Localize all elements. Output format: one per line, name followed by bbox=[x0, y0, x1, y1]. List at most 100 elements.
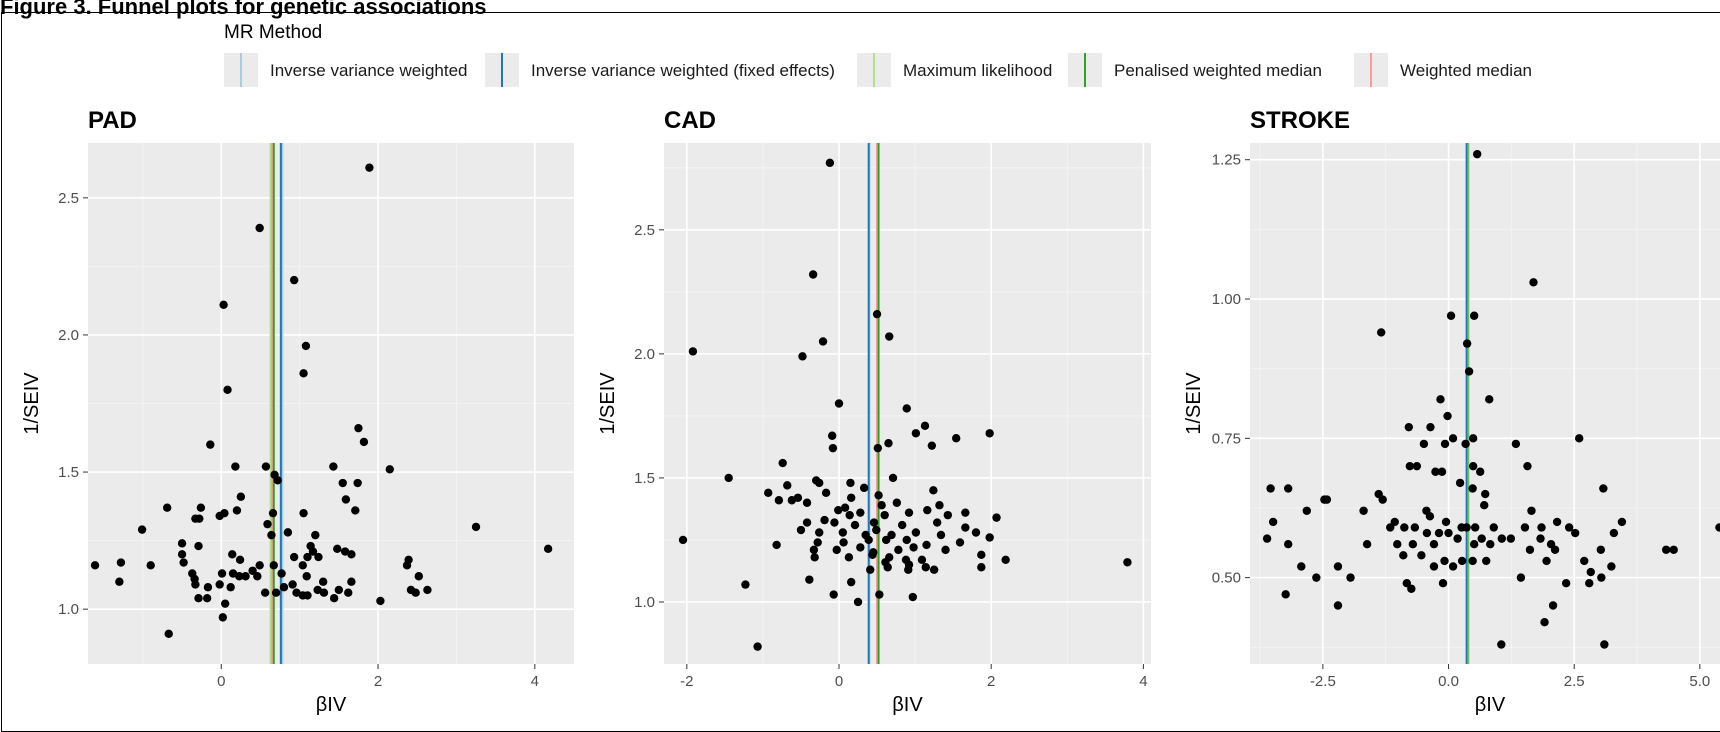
data-point bbox=[1457, 556, 1467, 566]
data-point bbox=[115, 577, 124, 586]
data-point bbox=[1386, 523, 1395, 532]
data-point bbox=[894, 545, 903, 555]
data-point bbox=[299, 508, 308, 518]
data-point bbox=[1529, 278, 1538, 287]
data-point bbox=[219, 300, 228, 309]
data-point bbox=[423, 585, 432, 595]
data-point bbox=[414, 572, 423, 581]
data-point bbox=[1477, 534, 1486, 543]
data-point bbox=[314, 552, 323, 562]
data-point bbox=[1408, 539, 1418, 549]
data-point bbox=[935, 501, 944, 510]
data-point bbox=[955, 538, 965, 547]
data-point bbox=[873, 443, 883, 453]
data-point bbox=[351, 506, 360, 515]
data-point bbox=[191, 580, 200, 589]
data-point bbox=[1481, 489, 1490, 499]
data-point bbox=[1402, 579, 1412, 588]
data-point bbox=[267, 530, 276, 540]
data-point bbox=[179, 558, 188, 567]
data-point bbox=[846, 493, 856, 502]
data-point bbox=[347, 550, 356, 559]
data-point bbox=[1405, 461, 1415, 471]
data-point bbox=[961, 508, 970, 517]
data-point bbox=[306, 541, 315, 551]
data-point bbox=[1262, 534, 1272, 543]
data-point bbox=[1376, 328, 1386, 337]
data-point bbox=[1437, 467, 1447, 476]
y-axis-label: 1/SEIV bbox=[597, 372, 619, 435]
data-point bbox=[1469, 539, 1479, 549]
data-point bbox=[941, 545, 950, 555]
data-point bbox=[846, 478, 855, 488]
data-point bbox=[943, 510, 953, 520]
data-point bbox=[236, 492, 246, 501]
data-point bbox=[253, 572, 262, 581]
data-point bbox=[1480, 500, 1489, 510]
data-point bbox=[1468, 484, 1477, 493]
data-point bbox=[194, 541, 203, 551]
data-point bbox=[827, 431, 837, 440]
data-point bbox=[1362, 539, 1372, 549]
data-point bbox=[277, 569, 286, 578]
data-point bbox=[1429, 562, 1439, 571]
data-point bbox=[932, 518, 942, 527]
data-point bbox=[1440, 439, 1450, 449]
data-point bbox=[1444, 528, 1453, 538]
data-point bbox=[1461, 439, 1470, 449]
data-point bbox=[1404, 422, 1414, 432]
y-axis-label: 1/SEIV bbox=[21, 372, 43, 435]
data-point bbox=[344, 588, 353, 597]
x-tick-label: 2.5 bbox=[1564, 673, 1585, 690]
data-point bbox=[215, 580, 224, 589]
data-point bbox=[340, 547, 350, 556]
data-point bbox=[543, 544, 553, 554]
data-point bbox=[884, 438, 893, 448]
data-point bbox=[1410, 523, 1420, 532]
data-point bbox=[223, 385, 232, 394]
data-point bbox=[1470, 523, 1480, 532]
data-point bbox=[1527, 506, 1536, 515]
data-point bbox=[263, 519, 272, 529]
data-point bbox=[164, 629, 173, 639]
data-point bbox=[866, 565, 875, 574]
data-point bbox=[217, 569, 227, 578]
data-point bbox=[1462, 523, 1471, 532]
data-point bbox=[1283, 484, 1293, 493]
data-point bbox=[268, 508, 278, 518]
data-point bbox=[116, 558, 126, 567]
data-point bbox=[1661, 545, 1671, 554]
data-point bbox=[298, 561, 307, 570]
data-point bbox=[359, 437, 369, 447]
data-point bbox=[329, 593, 339, 603]
data-point bbox=[1359, 506, 1368, 515]
data-point bbox=[805, 575, 814, 584]
data-point bbox=[1431, 467, 1440, 476]
data-point bbox=[255, 223, 264, 233]
data-point bbox=[1434, 528, 1444, 538]
data-point bbox=[904, 565, 913, 574]
data-point bbox=[868, 550, 877, 560]
data-point bbox=[936, 530, 946, 540]
data-point bbox=[1561, 579, 1571, 588]
data-point bbox=[828, 443, 838, 453]
data-point bbox=[1440, 556, 1449, 566]
data-point bbox=[1464, 367, 1474, 376]
data-point bbox=[241, 572, 250, 581]
data-point bbox=[1497, 534, 1507, 543]
data-point bbox=[1585, 579, 1594, 588]
data-point bbox=[255, 561, 264, 570]
data-point bbox=[753, 642, 762, 651]
data-point bbox=[220, 599, 230, 608]
data-point bbox=[929, 565, 939, 574]
data-point bbox=[228, 550, 237, 559]
data-point bbox=[796, 525, 806, 535]
legend-label-1: Inverse variance weighted bbox=[270, 61, 468, 80]
data-point bbox=[902, 535, 911, 545]
data-point bbox=[411, 588, 420, 597]
data-point bbox=[927, 441, 937, 450]
data-point bbox=[892, 498, 902, 507]
data-point bbox=[885, 332, 894, 341]
data-point bbox=[887, 530, 896, 540]
data-point bbox=[992, 513, 1001, 522]
